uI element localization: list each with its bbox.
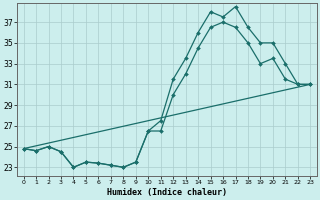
X-axis label: Humidex (Indice chaleur): Humidex (Indice chaleur) — [107, 188, 227, 197]
